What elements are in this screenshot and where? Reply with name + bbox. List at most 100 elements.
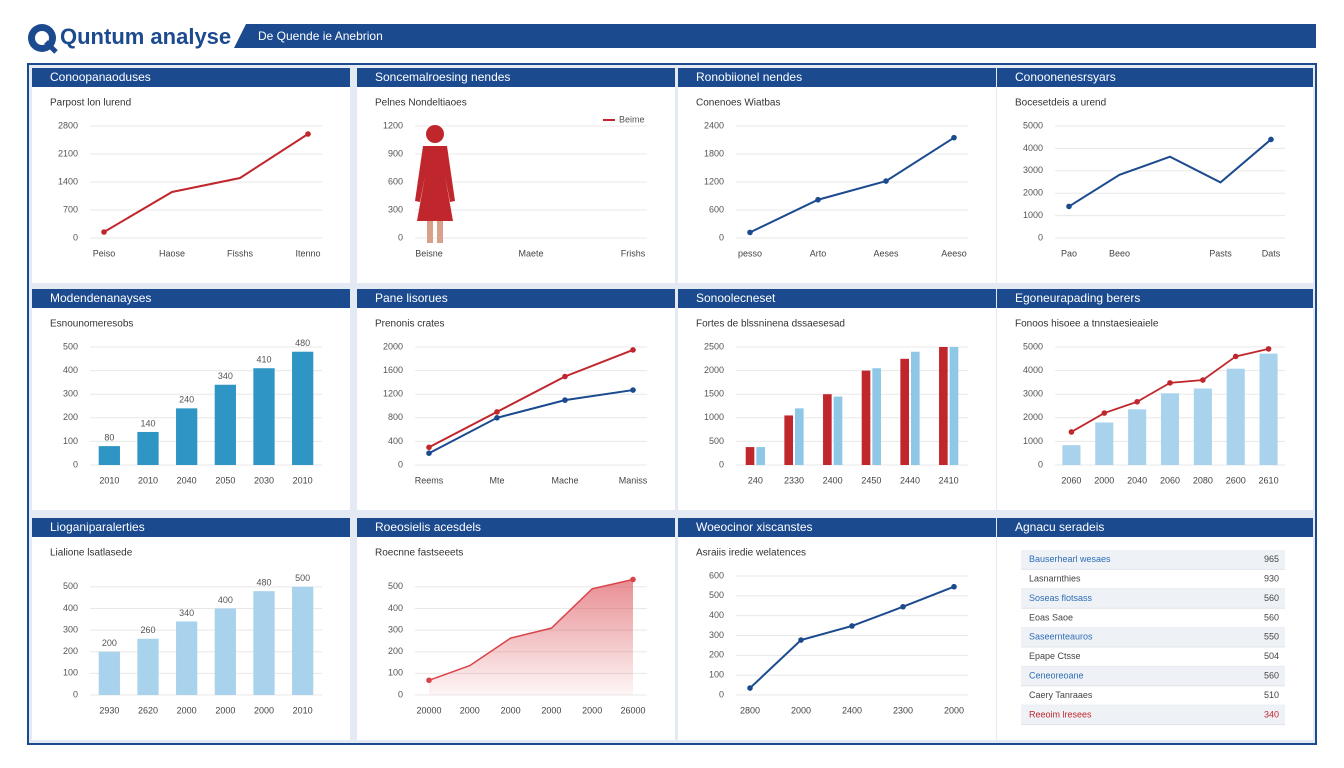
- line: [1068, 138, 1272, 208]
- point: [951, 134, 957, 141]
- panel-title: Soncemalroesing nendes: [375, 70, 510, 84]
- panel-title: Ronobiionel nendes: [696, 70, 802, 84]
- y-tick-label: 0: [73, 232, 78, 242]
- panel: Woeocinor xiscanstes Asraiis iredie welat…: [678, 518, 996, 740]
- table-cell-name: Epape Ctsse: [1029, 651, 1081, 661]
- panel-title-bar: [32, 289, 350, 308]
- y-tick-label: 0: [719, 232, 724, 242]
- x-tick-label: Beisne: [415, 248, 443, 258]
- panel-bg: [32, 68, 350, 283]
- y-tick-label: 500: [388, 581, 403, 591]
- panel-title: Lioganiparalerties: [50, 520, 145, 534]
- x-tick-label: Mache: [551, 475, 578, 485]
- value-label: 410: [256, 355, 271, 365]
- panel-title: Conoopanaoduses: [50, 70, 151, 84]
- x-tick-label: 2000: [215, 705, 235, 715]
- header-tab[interactable]: De Quende ie Anebrion: [258, 29, 383, 43]
- y-tick-label: 1000: [1023, 436, 1043, 446]
- x-tick-label: 2040: [177, 475, 197, 485]
- line: [428, 578, 634, 681]
- value-label: 480: [256, 578, 271, 588]
- x-tick-label: 2010: [293, 705, 313, 715]
- x-tick-label: Pao: [1061, 248, 1077, 258]
- panel: Conoonenesrsyars Bocesetdeis a urend 0 1000…: [997, 68, 1313, 283]
- table-cell-value: 504: [1264, 651, 1279, 661]
- table-row-bg: [1021, 705, 1285, 725]
- y-tick-label: 2500: [704, 341, 724, 351]
- point: [494, 415, 500, 421]
- y-tick-label: 0: [719, 459, 724, 469]
- bar: [823, 394, 832, 465]
- table-cell-value: 965: [1264, 554, 1279, 564]
- y-tick-label: 1600: [383, 365, 403, 375]
- y-tick-label: 1400: [58, 176, 78, 186]
- panel-title: Agnacu seradeis: [1015, 520, 1104, 534]
- bar: [176, 621, 198, 695]
- point: [630, 347, 636, 353]
- header-bar[interactable]: [234, 24, 1316, 48]
- bar: [745, 447, 755, 465]
- table-cell-name: Bauserhearl wesaes: [1029, 554, 1111, 564]
- y-tick-label: 2800: [58, 120, 78, 130]
- x-tick-label: Haose: [159, 248, 185, 258]
- value-label: 200: [102, 638, 117, 648]
- panel: Modendenanayses Esnounomeresobs 0 100 200 300…: [32, 289, 350, 510]
- bar: [137, 638, 159, 695]
- y-tick-label: 100: [709, 670, 724, 680]
- panel-title-bar: [997, 518, 1313, 537]
- y-tick-label: 2100: [58, 148, 78, 158]
- logo-icon: [28, 24, 58, 54]
- table-cell-name: Ceneoreoane: [1029, 670, 1084, 680]
- bar: [253, 368, 275, 465]
- x-tick-label: Pasts: [1209, 248, 1232, 258]
- y-tick-label: 4000: [1023, 143, 1043, 153]
- y-tick-label: 1000: [704, 412, 724, 422]
- logo-text: Quntum analyse: [60, 24, 231, 49]
- panel-title-bar: [997, 289, 1313, 308]
- x-tick-label: 2000: [791, 705, 811, 715]
- x-tick-label: 2010: [138, 475, 158, 485]
- panel-bg: [678, 518, 996, 740]
- panel-title-bar: [32, 68, 350, 87]
- table-cell-name: Lasnarnthies: [1029, 573, 1081, 583]
- point: [305, 131, 311, 137]
- point: [101, 229, 107, 235]
- x-tick-label: 2930: [99, 705, 119, 715]
- panel-title: Roeosielis acesdels: [375, 520, 481, 534]
- x-tick-label: pesso: [738, 248, 762, 258]
- table-row-bg: [1021, 550, 1285, 570]
- panel: Agnacu seradeis Bauserhearl wesaes 965 Lasn…: [997, 518, 1313, 740]
- panel-title: Sonoolecneset: [696, 291, 776, 305]
- x-tick-label: 2800: [740, 705, 760, 715]
- panel-title-bar: [357, 289, 675, 308]
- x-tick-label: 20000: [416, 705, 441, 715]
- x-tick-label: 2300: [893, 705, 913, 715]
- panel-subtitle: Fortes de blssninena dssaesesad: [696, 319, 845, 330]
- y-tick-label: 500: [63, 341, 78, 351]
- x-tick-label: 2010: [99, 475, 119, 485]
- x-tick-label: 2610: [1259, 475, 1279, 485]
- x-tick-label: 26000: [620, 705, 645, 715]
- table-cell-value: 560: [1264, 612, 1279, 622]
- panel-title-bar: [678, 518, 996, 537]
- point: [1066, 203, 1072, 210]
- y-tick-label: 500: [63, 581, 78, 591]
- line: [749, 136, 955, 234]
- bar: [1193, 388, 1212, 465]
- panel-title: Egoneurapading berers: [1015, 291, 1140, 305]
- figure-head: [426, 125, 444, 143]
- panel-subtitle: Parpost lon lurend: [50, 98, 131, 109]
- panel-subtitle: Lialione lsatlasede: [50, 548, 133, 559]
- x-tick-label: 2000: [177, 705, 197, 715]
- panel-subtitle: Conenoes Wiatbas: [696, 98, 781, 109]
- x-tick-label: 2620: [138, 705, 158, 715]
- area: [429, 579, 633, 695]
- point: [900, 603, 906, 610]
- y-tick-label: 400: [388, 436, 403, 446]
- bar: [1128, 409, 1147, 465]
- x-tick-label: Itenno: [295, 248, 320, 258]
- table-cell-name: Eoas Saoe: [1029, 612, 1073, 622]
- x-tick-label: Maniss: [619, 475, 648, 485]
- table-cell-name: Caery Tanraaes: [1029, 690, 1093, 700]
- y-tick-label: 500: [709, 590, 724, 600]
